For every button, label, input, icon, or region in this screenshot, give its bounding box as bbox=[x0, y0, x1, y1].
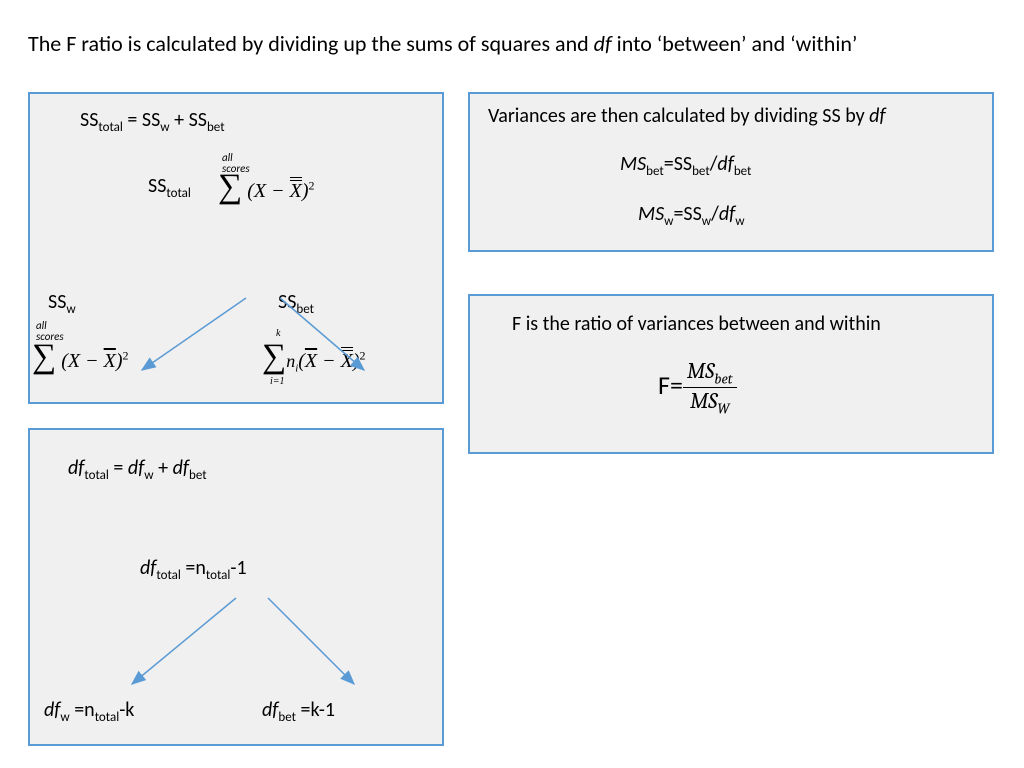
ms-w: MSw=SSw/dfw bbox=[638, 202, 745, 229]
variances-title: Variances are then calculated by dividin… bbox=[488, 104, 988, 128]
df-w: dfw =ntotal-k bbox=[44, 698, 134, 725]
box-variances: Variances are then calculated by dividin… bbox=[468, 92, 994, 252]
box-df: dftotal = dfw + dfbet dftotal =ntotal-1 … bbox=[28, 428, 444, 746]
title-post: into ‘between’ and ‘within’ bbox=[612, 30, 858, 57]
box-ss: SStotal = SSw + SSbet SStotal all scores… bbox=[28, 92, 444, 404]
box-f-ratio: F is the ratio of variances between and … bbox=[468, 294, 994, 454]
df-bet: dfbet =k-1 bbox=[262, 698, 335, 725]
ss-total-formula: ∑ (X − X)2 bbox=[218, 168, 315, 206]
title-df: df bbox=[594, 30, 612, 57]
ss-total-label: SStotal bbox=[148, 174, 191, 201]
ss-w-label: SSw bbox=[48, 290, 76, 317]
df-total: dftotal =ntotal-1 bbox=[140, 556, 247, 583]
ss-w-formula: ∑ (X − X)2 bbox=[32, 338, 129, 376]
sum-i1: i=1 bbox=[270, 376, 285, 387]
f-equation: F= MSbet MSW bbox=[658, 358, 737, 418]
df-header: dftotal = dfw + dfbet bbox=[68, 456, 207, 483]
page-title: The F ratio is calculated by dividing up… bbox=[28, 30, 857, 57]
ss-header: SStotal = SSw + SSbet bbox=[80, 108, 225, 135]
title-pre: The F ratio is calculated by dividing up… bbox=[28, 30, 594, 57]
ss-bet-formula: ∑ni(X − X)2 bbox=[262, 338, 366, 376]
f-title: F is the ratio of variances between and … bbox=[512, 312, 881, 336]
ss-bet-label: SSbet bbox=[278, 290, 314, 317]
ms-bet: MSbet=SSbet/dfbet bbox=[620, 152, 751, 179]
